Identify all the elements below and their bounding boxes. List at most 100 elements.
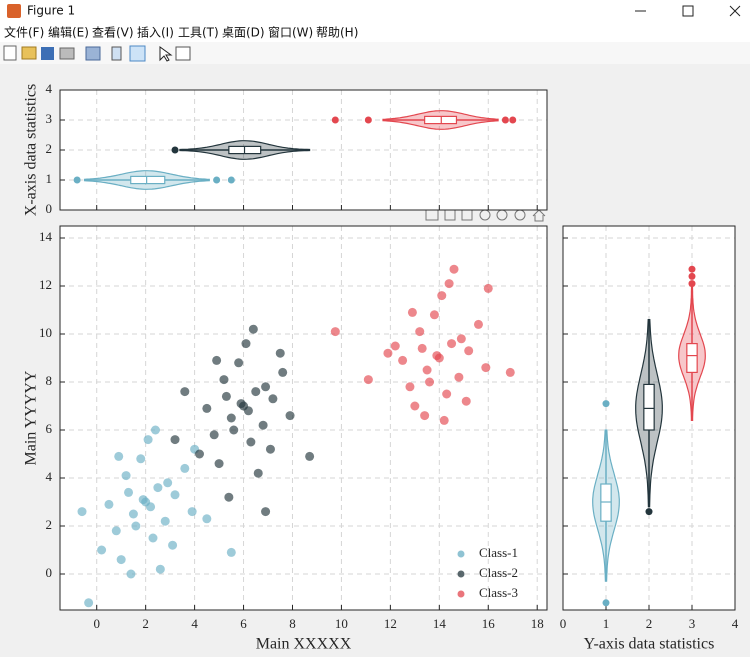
scatter-point [449, 264, 459, 274]
x-tick-label: 2 [142, 616, 149, 631]
scatter-point [170, 435, 180, 445]
x-tick-label: 10 [335, 616, 348, 631]
outlier [688, 280, 696, 288]
y-tick-label: 10 [39, 325, 52, 340]
scatter-point [251, 387, 261, 397]
scatter-point [398, 355, 408, 365]
menu-item[interactable]: 编辑(E) [48, 25, 89, 40]
scatter-point [330, 327, 340, 337]
scatter-point [390, 341, 400, 351]
menu-item[interactable]: 窗口(W) [268, 26, 313, 40]
app-icon [7, 4, 21, 18]
scatter-point [128, 509, 138, 519]
x-tick-label: 6 [240, 616, 247, 631]
legend-marker [457, 590, 465, 598]
scatter-point [202, 514, 212, 524]
y-tick-label: 3 [46, 111, 53, 126]
scatter-point [454, 372, 464, 382]
scatter-point [148, 533, 158, 543]
scatter-point [160, 516, 170, 526]
scatter-point [229, 425, 239, 435]
save-icon[interactable] [41, 47, 54, 60]
y-tick-label: 8 [46, 373, 53, 388]
menu-item[interactable]: 工具(T) [178, 26, 219, 40]
scatter-point [131, 521, 141, 531]
new-icon[interactable] [3, 45, 17, 61]
scatter-point [422, 365, 432, 375]
scatter-point [417, 343, 427, 353]
scatter-point [153, 483, 163, 493]
colorbar-icon[interactable] [111, 46, 122, 61]
legend-marker [457, 550, 465, 558]
pointer-icon[interactable] [159, 46, 173, 62]
menu-item[interactable]: 插入(I) [137, 26, 174, 40]
menu-item[interactable]: 帮助(H) [316, 26, 358, 40]
axes-background [60, 226, 547, 610]
y-tick-label: 4 [46, 81, 53, 96]
box [424, 115, 458, 125]
x-tick-label: 16 [482, 616, 496, 631]
scatter-point [155, 564, 165, 574]
scatter-point [456, 334, 466, 344]
x-tick-label: 2 [646, 616, 653, 631]
x-tick-label: 8 [289, 616, 296, 631]
scatter-point [481, 363, 491, 373]
scatter-point [77, 507, 87, 517]
x-tick-label: 1 [603, 616, 610, 631]
legend-icon[interactable] [129, 45, 146, 62]
scatter-point [126, 569, 136, 579]
open-icon[interactable] [21, 46, 37, 60]
scatter-point [136, 454, 146, 464]
scatter-point [447, 339, 457, 349]
scatter-point [439, 415, 449, 425]
print-icon[interactable] [59, 47, 75, 60]
legend-label: Class-3 [479, 585, 518, 600]
scatter-point [180, 463, 190, 473]
x-tick-label: 4 [191, 616, 198, 631]
outlier [602, 599, 610, 607]
maximize-button[interactable] [682, 5, 694, 17]
scatter-point [363, 375, 373, 385]
scatter-point [275, 348, 285, 358]
scatter-point [437, 291, 447, 301]
scatter-point [265, 444, 275, 454]
x-axis-label: Main XXXXX [256, 636, 352, 653]
scatter-point [224, 492, 234, 502]
outlier [645, 508, 653, 516]
axes-frame [562, 225, 736, 611]
scatter-point [405, 382, 415, 392]
property-icon[interactable] [175, 46, 191, 61]
link-icon[interactable] [85, 46, 101, 61]
x-axis-label: Y-axis data statistics [584, 636, 715, 653]
scatter-point [248, 324, 258, 334]
x-tick-label: 3 [689, 616, 696, 631]
scatter-point [84, 598, 94, 608]
close-button[interactable] [729, 5, 741, 17]
x-tick-label: 18 [531, 616, 544, 631]
outlier [602, 400, 610, 408]
axes: 0 1 2 3 4 X-axis data statistics [23, 81, 548, 216]
scatter-point [429, 310, 439, 320]
outlier [213, 176, 221, 184]
scatter-point [410, 401, 420, 411]
window-title: Figure 1 [27, 4, 75, 18]
scatter-point [505, 367, 515, 377]
scatter-point [268, 394, 278, 404]
scatter-point [194, 449, 204, 459]
scatter-point [234, 358, 244, 368]
outlier [688, 265, 696, 273]
menu-item[interactable]: 桌面(D) [222, 26, 265, 40]
box [686, 343, 698, 374]
scatter-point [209, 430, 219, 440]
menu: 文件(F) 编辑(E) 查看(V) 插入(I) 工具(T) 桌面(D) 窗口(W) 帮助(H) [4, 25, 358, 40]
scatter-point [202, 403, 212, 413]
scatter-point [150, 425, 160, 435]
scatter-point [170, 490, 180, 500]
outlier [171, 146, 179, 154]
scatter-point [236, 399, 246, 409]
menu-item[interactable]: 查看(V) [92, 26, 134, 40]
menu-item[interactable]: 文件(F) [4, 25, 44, 40]
scatter-point [226, 413, 236, 423]
x-tick-label: 4 [732, 616, 739, 631]
